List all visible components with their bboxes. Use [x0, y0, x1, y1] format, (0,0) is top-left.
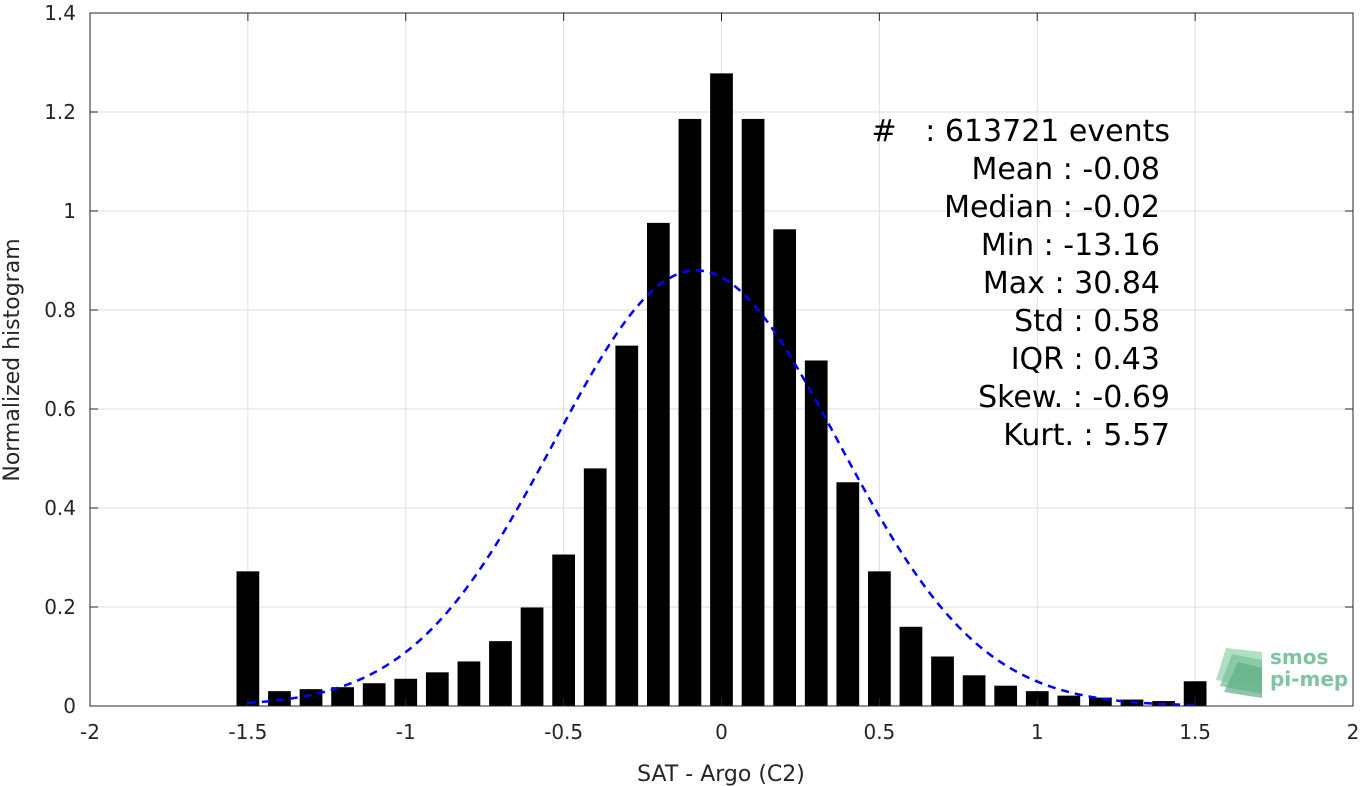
y-tick-label: 0.2	[44, 595, 76, 619]
histogram-bar	[299, 689, 323, 706]
histogram-bar	[457, 661, 481, 706]
x-tick-label: -1.5	[228, 720, 267, 744]
bars	[236, 73, 1207, 707]
x-tick-label: -1	[396, 720, 416, 744]
ticks	[89, 12, 1354, 707]
stats-skew: Skew. : -0.69	[978, 380, 1170, 415]
logo-line-2: pi-mep	[1270, 667, 1348, 691]
smos-pimep-logo: smos pi-mep	[1216, 645, 1348, 698]
histogram-bar	[236, 571, 260, 706]
histogram-bar	[646, 222, 670, 706]
normal-fit-curve	[247, 269, 1196, 707]
histogram-bar	[868, 571, 891, 706]
x-tick-label: 0.5	[863, 720, 895, 744]
stats-mean: Mean : -0.08	[971, 152, 1160, 187]
histogram-bar	[583, 468, 607, 706]
x-tick-label: 0	[715, 720, 728, 744]
histogram-bar	[710, 73, 733, 706]
histogram-bar	[1057, 695, 1081, 706]
x-tick-label: 1	[1031, 720, 1044, 744]
histogram-bar	[615, 345, 639, 706]
stats-count: # : 613721 events	[871, 114, 1170, 149]
y-tick-label: 0.8	[44, 298, 76, 322]
histogram-bar	[962, 675, 986, 706]
stats-std: Std : 0.58	[1014, 304, 1160, 339]
y-tick-label: 1.4	[44, 1, 76, 25]
histogram-bar	[836, 482, 860, 706]
histogram-bar	[678, 118, 702, 707]
histogram-bar	[552, 554, 575, 706]
x-tick-label: 1.5	[1179, 720, 1211, 744]
histogram-bar	[268, 691, 291, 706]
x-axis-label: SAT - Argo (C2)	[637, 762, 805, 786]
histogram-bar	[931, 656, 954, 706]
y-tick-label: 0	[63, 694, 76, 718]
histogram-bar	[489, 641, 512, 706]
y-tick-label: 1.2	[44, 100, 76, 124]
histogram-bar	[362, 683, 386, 706]
histogram-bar	[899, 626, 923, 706]
histogram-bar	[994, 685, 1018, 706]
stats-min: Min : -13.16	[981, 228, 1160, 263]
histogram-bar	[804, 360, 828, 706]
histogram-bar	[331, 687, 354, 706]
y-tick-label: 0.6	[44, 397, 76, 421]
stats-kurt: Kurt. : 5.57	[1003, 418, 1170, 453]
histogram-bar	[1183, 681, 1207, 706]
histogram-bar	[394, 678, 418, 706]
logo-waves-icon	[1216, 648, 1262, 698]
y-tick-labels: 0 0.2 0.4 0.6 0.8 1 1.2 1.4	[44, 1, 76, 718]
histogram-bar	[1089, 697, 1112, 706]
histogram-bar	[520, 607, 544, 706]
y-tick-label: 1	[63, 199, 76, 223]
stats-box: # : 613721 events Mean : -0.08 Median : …	[871, 114, 1170, 453]
stats-iqr: IQR : 0.43	[1011, 342, 1160, 377]
logo-line-1: smos	[1270, 645, 1328, 669]
histogram-bar	[425, 672, 449, 706]
x-tick-labels: -2 -1.5 -1 -0.5 0 0.5 1 1.5 2	[80, 720, 1359, 744]
y-axis-label: Normalized histogram	[0, 238, 25, 481]
x-tick-label: -2	[80, 720, 100, 744]
y-tick-label: 0.4	[44, 496, 76, 520]
stats-max: Max : 30.84	[983, 266, 1160, 301]
x-tick-label: 2	[1347, 720, 1360, 744]
histogram-bar	[773, 229, 797, 706]
histogram-bar	[741, 118, 765, 707]
x-tick-label: -0.5	[544, 720, 583, 744]
stats-median: Median : -0.02	[944, 190, 1160, 225]
